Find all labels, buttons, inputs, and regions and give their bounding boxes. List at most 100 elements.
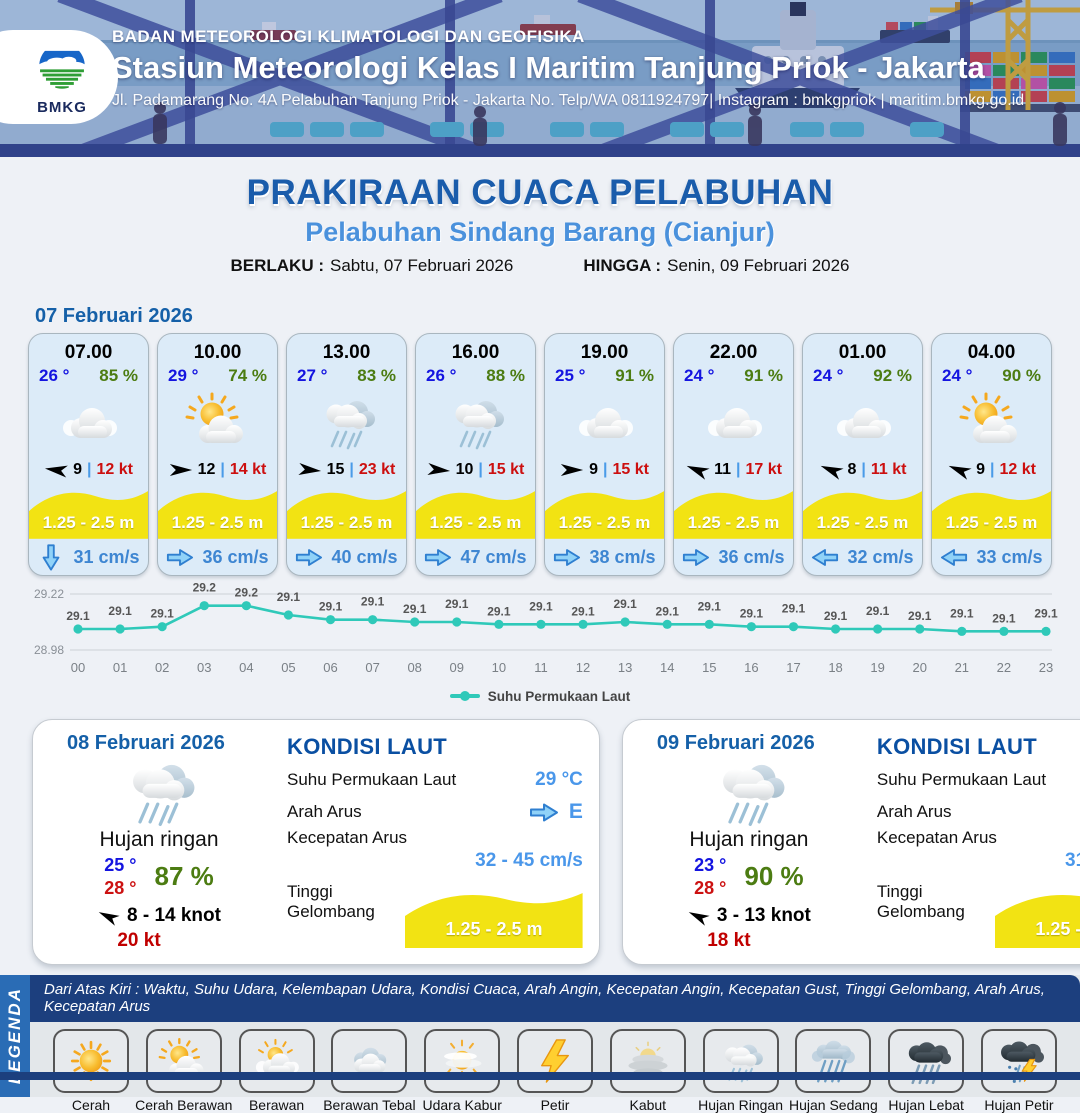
wind-row: 12 | 14 kt bbox=[158, 458, 277, 481]
day-temp-min: 23 ° bbox=[694, 855, 727, 875]
current-speed: 40 cm/s bbox=[331, 546, 398, 567]
current-direction-icon bbox=[682, 548, 710, 567]
wind-direction-icon bbox=[95, 905, 120, 926]
svg-text:29.1: 29.1 bbox=[908, 609, 932, 623]
forecast-card: 19.00 25 ° 91 % 9 | 15 kt 1.25 - 2.5 m 3… bbox=[544, 333, 665, 576]
wind-separator: | bbox=[478, 460, 483, 478]
wave-height-value: 1.25 - 2.5 m bbox=[445, 919, 543, 939]
forecast-cards-row: 07.00 26 ° 85 % 9 | 12 kt 1.25 - 2.5 m 3… bbox=[0, 333, 1080, 576]
legend-items-row: Cerah Cerah Berawan Berawan Berawan Teba… bbox=[30, 1022, 1080, 1113]
wind-direction-icon bbox=[683, 459, 710, 481]
wind-separator: | bbox=[349, 460, 354, 478]
svg-text:29.1: 29.1 bbox=[950, 606, 974, 620]
svg-text:14: 14 bbox=[660, 660, 674, 675]
wind-speed: 10 bbox=[455, 460, 474, 478]
svg-text:29.1: 29.1 bbox=[782, 602, 806, 616]
svg-text:01: 01 bbox=[113, 660, 127, 675]
legend-item-label: Kabut bbox=[629, 1097, 667, 1113]
wind-speed: 15 bbox=[326, 460, 345, 478]
wind-gust: 12 kt bbox=[96, 460, 133, 478]
svg-text:21: 21 bbox=[955, 660, 969, 675]
legend-weather-icon bbox=[424, 1029, 501, 1093]
svg-text:29.1: 29.1 bbox=[656, 604, 680, 618]
weather-condition-icon bbox=[674, 386, 793, 458]
header-banner: BMKG BADAN METEOROLOGI KLIMATOLOGI DAN G… bbox=[0, 0, 1080, 157]
legend-weather-icon bbox=[53, 1029, 129, 1093]
current-speed-label: Kecepatan Arus bbox=[287, 828, 408, 847]
svg-text:29.1: 29.1 bbox=[824, 609, 848, 623]
station-address: Jl. Padamarang No. 4A Pelabuhan Tanjung … bbox=[112, 92, 1025, 109]
wave-height: 1.25 - 2.5 m bbox=[687, 513, 780, 533]
wave-height-band: 1.25 - 2.5 m bbox=[545, 485, 664, 539]
svg-text:29.1: 29.1 bbox=[361, 595, 385, 609]
forecast-time: 10.00 bbox=[193, 342, 242, 363]
wave-height: 1.25 - 2.5 m bbox=[300, 513, 393, 533]
day-card-09-feb: 09 Februari 2026 Hujan ringan 23 ° 28 ° … bbox=[621, 719, 1080, 965]
wind-gust: 11 kt bbox=[870, 460, 907, 478]
current-direction-icon bbox=[295, 548, 323, 567]
berlaku: BERLAKU : Sabtu, 07 Februari 2026 bbox=[230, 256, 514, 275]
wind-speed: 9 bbox=[589, 460, 598, 478]
weather-condition-icon bbox=[287, 386, 406, 458]
forecast-time: 07.00 bbox=[64, 342, 113, 363]
legend-line-swatch bbox=[449, 691, 480, 701]
day-date: 08 Februari 2026 bbox=[67, 732, 225, 754]
current-speed-label: Kecepatan Arus bbox=[876, 828, 997, 847]
current-direction-label: Arah Arus bbox=[876, 802, 952, 821]
wave-height-label: Tinggi Gelombang bbox=[876, 882, 965, 921]
wave-height: 1.25 - 2.5 m bbox=[42, 513, 135, 533]
legend-item: Hujan Lebat bbox=[881, 1029, 971, 1113]
forecast-card: 10.00 29 ° 74 % 12 | 14 kt 1.25 - 2.5 m … bbox=[157, 333, 278, 576]
svg-text:29.1: 29.1 bbox=[866, 604, 890, 618]
legend-weather-icon bbox=[516, 1029, 593, 1093]
day-summary-row: 08 Februari 2026 Hujan ringan 25 ° 28 ° … bbox=[0, 719, 1080, 965]
wind-direction-icon bbox=[685, 905, 710, 926]
svg-text:29.1: 29.1 bbox=[613, 597, 637, 611]
bmkg-logo-text: BMKG bbox=[37, 98, 87, 116]
svg-text:05: 05 bbox=[281, 660, 295, 675]
legend-item-label: Berawan Tebal bbox=[323, 1097, 416, 1113]
wave-height-band: 1.25 - 2.5 m bbox=[158, 485, 277, 539]
legend-item: Berawan bbox=[232, 1029, 322, 1113]
wave-height-band: 1.25 - 2.5 m bbox=[674, 485, 793, 539]
bmkg-logo-icon bbox=[39, 42, 85, 89]
legend-item-label: Hujan Sedang bbox=[789, 1097, 878, 1113]
bmkg-logo: BMKG bbox=[0, 30, 118, 124]
legend-item-label: Berawan bbox=[248, 1097, 305, 1113]
wave-height-band: 1.25 - 2.5 m bbox=[287, 485, 406, 539]
current-speed: 31 cm/s bbox=[73, 546, 140, 567]
wind-row: 15 | 23 kt bbox=[287, 458, 406, 481]
current-direction-label: Arah Arus bbox=[287, 802, 362, 821]
humidity: 74 % bbox=[228, 366, 267, 385]
svg-text:22: 22 bbox=[997, 660, 1011, 675]
wave-height: 1.25 - 2.5 m bbox=[816, 513, 909, 533]
legend-item: Berawan Tebal bbox=[323, 1029, 416, 1113]
svg-text:29.2: 29.2 bbox=[235, 586, 259, 600]
current-row: 47 cm/s bbox=[416, 539, 535, 575]
legend-item-label: Hujan Ringan bbox=[698, 1097, 783, 1113]
day-weather-icon bbox=[107, 751, 211, 832]
svg-text:23: 23 bbox=[1039, 660, 1053, 675]
day-card-08-feb: 08 Februari 2026 Hujan ringan 25 ° 28 ° … bbox=[32, 719, 600, 965]
wind-separator: | bbox=[86, 460, 92, 478]
current-speed: 33 cm/s bbox=[976, 546, 1043, 567]
svg-text:29.1: 29.1 bbox=[108, 604, 132, 618]
current-speed: 47 cm/s bbox=[460, 546, 527, 567]
current-speed: 36 cm/s bbox=[202, 546, 269, 567]
current-row: 31 cm/s bbox=[29, 539, 148, 575]
weather-condition-icon bbox=[158, 386, 277, 458]
humidity: 92 % bbox=[873, 366, 912, 385]
wave-height: 1.25 - 2.5 m bbox=[429, 513, 522, 533]
air-temperature: 29 ° bbox=[168, 366, 199, 385]
current-direction-icon bbox=[529, 802, 559, 823]
svg-text:09: 09 bbox=[450, 660, 464, 675]
legend-item: Hujan Petir bbox=[974, 1029, 1064, 1113]
svg-text:07: 07 bbox=[365, 660, 379, 675]
svg-text:10: 10 bbox=[492, 660, 506, 675]
air-temperature: 26 ° bbox=[426, 366, 457, 385]
humidity: 90 % bbox=[1002, 366, 1041, 385]
legend-item: Cerah Berawan bbox=[135, 1029, 232, 1113]
legend-weather-icon bbox=[702, 1029, 779, 1093]
legend-weather-icon bbox=[145, 1029, 222, 1093]
svg-text:00: 00 bbox=[71, 660, 85, 675]
